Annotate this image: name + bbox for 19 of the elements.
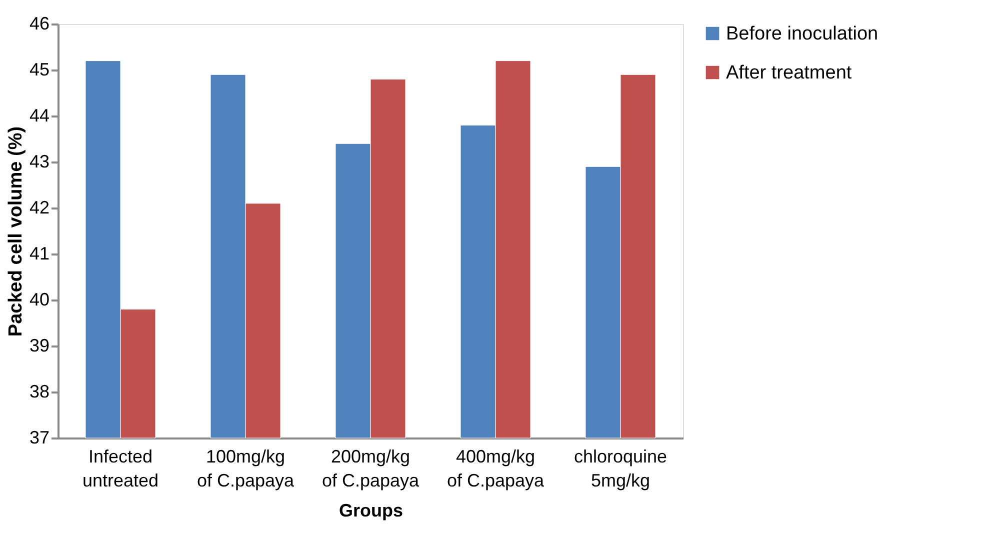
y-tick-label: 44 [29, 106, 50, 126]
y-tick-label: 38 [29, 382, 50, 402]
x-tick-label: 400mg/kg of C.papaya [446, 446, 546, 490]
legend-label: Before inoculation [726, 24, 878, 44]
y-tick-label: 37 [29, 428, 50, 448]
y-tick-label: 40 [29, 290, 50, 310]
y-tick-label: 39 [29, 336, 50, 356]
x-axis-title: Groups [338, 500, 404, 520]
x-tick-label: Infected untreated [82, 446, 159, 490]
x-tick-label: 100mg/kg of C.papaya [196, 446, 296, 490]
y-tick-label: 46 [29, 14, 50, 34]
y-tick-label: 45 [29, 60, 50, 80]
y-axis-title: Packed cell volume (%) [5, 126, 26, 337]
x-tick-label: chloroquine 5mg/kg [574, 446, 668, 490]
y-tick-label: 43 [29, 152, 50, 172]
y-tick-label: 42 [29, 198, 50, 218]
legend-label: After treatment [726, 62, 852, 84]
x-tick-label: 200mg/kg of C.papaya [322, 446, 420, 490]
y-tick-label: 41 [29, 244, 50, 264]
